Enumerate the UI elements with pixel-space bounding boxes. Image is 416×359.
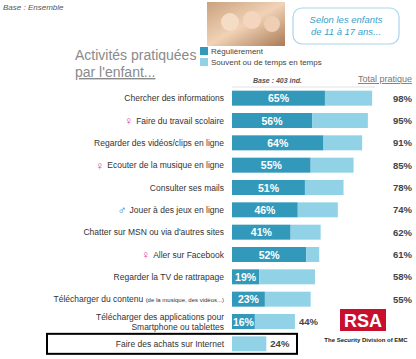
category-label: Aller sur Facebook bbox=[153, 250, 225, 260]
bar-segment bbox=[324, 135, 363, 150]
data-label: 65% bbox=[268, 92, 290, 104]
legend-label: Souvent ou de temps en temps bbox=[211, 58, 322, 67]
category-note: (de la musique, des vidéos...) bbox=[146, 297, 224, 303]
category-main: Télécharger du contenu bbox=[53, 294, 145, 304]
data-label: 52% bbox=[259, 249, 281, 261]
category-label: Regarder des vidéos/clips en ligne bbox=[94, 138, 224, 148]
bar-segment bbox=[232, 91, 325, 106]
subtitle: Base : 403 ind. bbox=[253, 77, 302, 84]
total-label: 91% bbox=[393, 137, 413, 148]
bar-segment bbox=[311, 158, 354, 173]
category-label: Faire du travail scolaire bbox=[136, 116, 224, 126]
category-label: Jouer à des jeux en ligne bbox=[129, 205, 224, 215]
chart-root: Base : Ensemble Selon les enfantsde 11 à … bbox=[0, 0, 416, 359]
bar-segment bbox=[259, 269, 315, 284]
data-label: 64% bbox=[267, 137, 289, 149]
category-label: Ecouter de la musique en ligne bbox=[107, 160, 224, 170]
category-label: Regarder la TV de rattrapage bbox=[114, 272, 225, 282]
totals-title: Total pratique bbox=[358, 74, 412, 84]
bar-segment bbox=[232, 113, 312, 128]
bar-segment bbox=[298, 202, 338, 217]
axis-line bbox=[232, 87, 375, 88]
gender-symbol: ♀ bbox=[141, 248, 150, 262]
bar-segment bbox=[325, 91, 372, 106]
bar-segment bbox=[232, 158, 311, 173]
chart-title: Activités pratiquées bbox=[75, 47, 196, 63]
category-label: Faire des achats sur Internet bbox=[116, 339, 225, 349]
bar-segment bbox=[291, 225, 321, 240]
bar-segment bbox=[232, 225, 291, 240]
category-label: Télécharger des applications pour bbox=[96, 312, 224, 322]
logo-box bbox=[340, 309, 386, 331]
logo-name: RSA bbox=[344, 311, 382, 331]
data-label: 19% bbox=[235, 271, 257, 283]
total-label: 24% bbox=[270, 338, 290, 349]
total-label: 85% bbox=[393, 160, 413, 171]
data-label: 41% bbox=[251, 226, 273, 238]
photo bbox=[207, 2, 285, 46]
legend-swatch bbox=[200, 58, 208, 66]
total-label: 44% bbox=[299, 316, 319, 327]
bar-segment bbox=[255, 314, 295, 329]
bar-segment bbox=[312, 113, 368, 128]
bar-segment bbox=[305, 180, 344, 195]
source-box bbox=[293, 8, 399, 44]
bar-segment bbox=[232, 202, 298, 217]
bar-segment bbox=[232, 314, 255, 329]
total-label: 62% bbox=[393, 227, 413, 238]
data-label: 23% bbox=[238, 293, 260, 305]
bar-segment bbox=[232, 247, 306, 262]
total-label: 98% bbox=[393, 93, 413, 104]
data-label: 16% bbox=[233, 316, 255, 328]
bar-segment bbox=[232, 269, 259, 284]
legend-swatch bbox=[200, 47, 208, 55]
data-label: 56% bbox=[262, 115, 284, 127]
source-note: de 11 à 17 ans... bbox=[311, 26, 381, 37]
category-label: Télécharger du contenu (de la musique, d… bbox=[53, 294, 224, 304]
bar-segment bbox=[232, 135, 324, 150]
gender-symbol: ♀ bbox=[95, 159, 104, 173]
photo-face bbox=[221, 13, 239, 31]
total-label: 58% bbox=[393, 271, 413, 282]
total-label: 61% bbox=[393, 249, 413, 260]
source-note: Selon les enfants bbox=[310, 14, 383, 25]
data-label: 55% bbox=[261, 159, 283, 171]
category-label: Chatter sur MSN ou via d'autres sites bbox=[83, 227, 224, 237]
photo-face bbox=[243, 11, 261, 29]
total-label: 74% bbox=[393, 204, 413, 215]
gender-symbol: ♀ bbox=[124, 114, 133, 128]
highlight-box bbox=[47, 334, 297, 354]
bar-segment bbox=[232, 336, 266, 351]
bar-segment bbox=[265, 292, 311, 307]
chart-title: par l'enfant... bbox=[75, 64, 156, 80]
category-label: Smartphone ou tablettes bbox=[131, 322, 224, 332]
bar-segment bbox=[232, 292, 265, 307]
gender-symbol: ♂ bbox=[117, 203, 126, 217]
total-label: 95% bbox=[393, 115, 413, 126]
bar-segment bbox=[306, 247, 319, 262]
category-label: Chercher des informations bbox=[124, 93, 224, 103]
total-label: 78% bbox=[393, 182, 413, 193]
data-label: 51% bbox=[258, 182, 280, 194]
total-label: 55% bbox=[393, 294, 413, 305]
bar-segment bbox=[232, 180, 305, 195]
legend-label: Régulièrement bbox=[211, 47, 264, 56]
logo-tagline: The Security Division of EMC bbox=[324, 337, 408, 343]
data-label: 46% bbox=[254, 204, 276, 216]
photo-face bbox=[264, 16, 280, 32]
base-note: Base : Ensemble bbox=[3, 3, 64, 12]
category-label: Consulter ses mails bbox=[150, 183, 224, 193]
